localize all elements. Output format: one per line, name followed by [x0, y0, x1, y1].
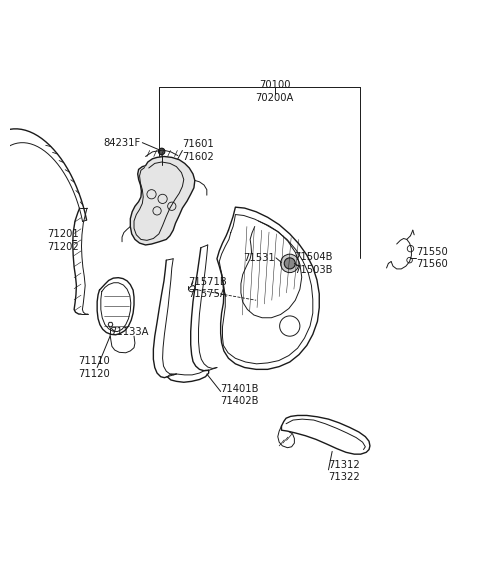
Text: 71110
71120: 71110 71120	[78, 356, 109, 379]
Text: 71312
71322: 71312 71322	[328, 460, 360, 482]
Text: 70100
70200A: 70100 70200A	[255, 81, 294, 103]
Circle shape	[284, 258, 295, 269]
Text: 84231F: 84231F	[104, 138, 141, 148]
Text: 71201
71202: 71201 71202	[48, 229, 79, 252]
Text: 71550
71560: 71550 71560	[416, 247, 448, 269]
Text: 71133A: 71133A	[110, 327, 148, 336]
Text: 71601
71602: 71601 71602	[182, 139, 214, 162]
Text: 71401B
71402B: 71401B 71402B	[221, 384, 259, 407]
Text: 71531: 71531	[243, 253, 275, 263]
Circle shape	[280, 254, 299, 272]
Circle shape	[159, 148, 165, 154]
Circle shape	[158, 148, 165, 155]
Text: 71571B
71575A: 71571B 71575A	[188, 276, 227, 299]
Polygon shape	[131, 156, 195, 245]
Text: 71504B
71503B: 71504B 71503B	[294, 252, 333, 275]
